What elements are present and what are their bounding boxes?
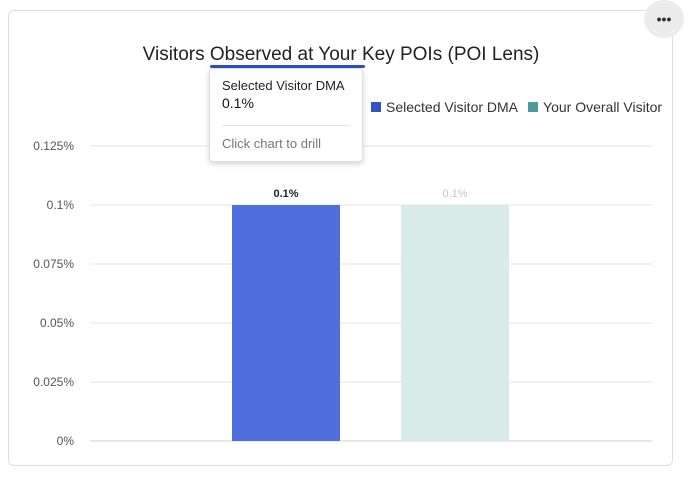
legend-swatch: [371, 102, 381, 112]
title-hover-underline: [210, 65, 365, 68]
tooltip-hint: Click chart to drill: [222, 136, 321, 151]
chart-title: Visitors Observed at Your Key POIs (POI …: [142, 44, 540, 65]
y-tick-label: 0.025%: [33, 375, 74, 389]
more-horizontal-icon: •••: [656, 11, 672, 27]
tooltip-value: 0.1%: [222, 95, 254, 111]
y-tick-label: 0.1%: [47, 198, 75, 212]
more-options-button[interactable]: •••: [644, 0, 684, 38]
legend-label: Your Overall Visitor: [543, 99, 663, 115]
bar-selected-visitor-dma[interactable]: [232, 205, 340, 441]
bar-data-label: 0.1%: [273, 188, 298, 200]
y-tick-label: 0.075%: [33, 257, 74, 271]
legend-item-your-overall-visitor[interactable]: Your Overall Visitor: [528, 99, 662, 115]
bar-data-label: 0.1%: [442, 188, 467, 200]
tooltip-divider: [222, 125, 350, 126]
tooltip-series-name: Selected Visitor DMA: [222, 78, 345, 93]
chart-tooltip: Selected Visitor DMA 0.1% Click chart to…: [209, 68, 363, 162]
bar-your-overall-visitor[interactable]: [401, 205, 509, 441]
y-tick-label: 0.125%: [33, 139, 74, 153]
legend-swatch: [528, 102, 539, 112]
y-tick-label: 0.05%: [40, 316, 74, 330]
chart-legend: Selected Visitor DMA Your Overall Visito…: [371, 99, 672, 115]
legend-label: Selected Visitor DMA: [386, 99, 519, 115]
legend-item-selected-visitor-dma[interactable]: Selected Visitor DMA: [371, 99, 518, 115]
y-tick-label: 0%: [57, 434, 75, 448]
